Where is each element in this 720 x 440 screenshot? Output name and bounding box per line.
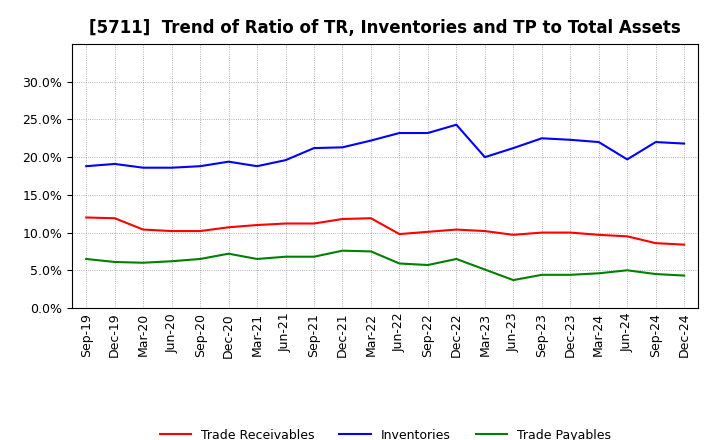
- Trade Payables: [652, 271, 660, 277]
- Trade Payables: [566, 272, 575, 278]
- Inventories: [338, 145, 347, 150]
- Inventories: [480, 154, 489, 160]
- Trade Receivables: [310, 221, 318, 226]
- Trade Payables: [595, 271, 603, 276]
- Trade Payables: [167, 259, 176, 264]
- Trade Receivables: [623, 234, 631, 239]
- Trade Receivables: [225, 225, 233, 230]
- Trade Payables: [366, 249, 375, 254]
- Trade Payables: [680, 273, 688, 278]
- Trade Receivables: [82, 215, 91, 220]
- Trade Payables: [623, 268, 631, 273]
- Trade Receivables: [480, 228, 489, 234]
- Inventories: [310, 146, 318, 151]
- Inventories: [82, 164, 91, 169]
- Inventories: [652, 139, 660, 145]
- Trade Receivables: [680, 242, 688, 247]
- Trade Payables: [423, 262, 432, 268]
- Inventories: [509, 146, 518, 151]
- Inventories: [623, 157, 631, 162]
- Inventories: [139, 165, 148, 170]
- Trade Receivables: [196, 228, 204, 234]
- Trade Payables: [452, 257, 461, 262]
- Inventories: [282, 158, 290, 163]
- Trade Receivables: [423, 229, 432, 235]
- Trade Payables: [196, 257, 204, 262]
- Trade Payables: [480, 267, 489, 272]
- Inventories: [395, 130, 404, 136]
- Trade Payables: [509, 278, 518, 283]
- Trade Receivables: [110, 216, 119, 221]
- Trade Receivables: [167, 228, 176, 234]
- Inventories: [423, 130, 432, 136]
- Trade Payables: [110, 259, 119, 264]
- Legend: Trade Receivables, Inventories, Trade Payables: Trade Receivables, Inventories, Trade Pa…: [155, 424, 616, 440]
- Trade Receivables: [139, 227, 148, 232]
- Inventories: [253, 164, 261, 169]
- Trade Receivables: [282, 221, 290, 226]
- Inventories: [566, 137, 575, 143]
- Inventories: [167, 165, 176, 170]
- Trade Receivables: [452, 227, 461, 232]
- Trade Receivables: [366, 216, 375, 221]
- Trade Payables: [537, 272, 546, 278]
- Trade Payables: [282, 254, 290, 259]
- Trade Receivables: [253, 222, 261, 227]
- Line: Inventories: Inventories: [86, 125, 684, 168]
- Trade Payables: [253, 257, 261, 262]
- Trade Payables: [395, 261, 404, 266]
- Title: [5711]  Trend of Ratio of TR, Inventories and TP to Total Assets: [5711] Trend of Ratio of TR, Inventories…: [89, 19, 681, 37]
- Trade Receivables: [595, 232, 603, 238]
- Inventories: [110, 161, 119, 167]
- Inventories: [366, 138, 375, 143]
- Inventories: [452, 122, 461, 127]
- Trade Receivables: [509, 232, 518, 238]
- Inventories: [680, 141, 688, 146]
- Trade Payables: [82, 257, 91, 262]
- Inventories: [537, 136, 546, 141]
- Line: Trade Payables: Trade Payables: [86, 251, 684, 280]
- Inventories: [225, 159, 233, 164]
- Trade Payables: [338, 248, 347, 253]
- Trade Receivables: [566, 230, 575, 235]
- Trade Payables: [225, 251, 233, 257]
- Trade Payables: [139, 260, 148, 265]
- Trade Receivables: [338, 216, 347, 222]
- Inventories: [595, 139, 603, 145]
- Trade Receivables: [652, 241, 660, 246]
- Trade Receivables: [537, 230, 546, 235]
- Line: Trade Receivables: Trade Receivables: [86, 217, 684, 245]
- Trade Payables: [310, 254, 318, 259]
- Trade Receivables: [395, 231, 404, 237]
- Inventories: [196, 164, 204, 169]
